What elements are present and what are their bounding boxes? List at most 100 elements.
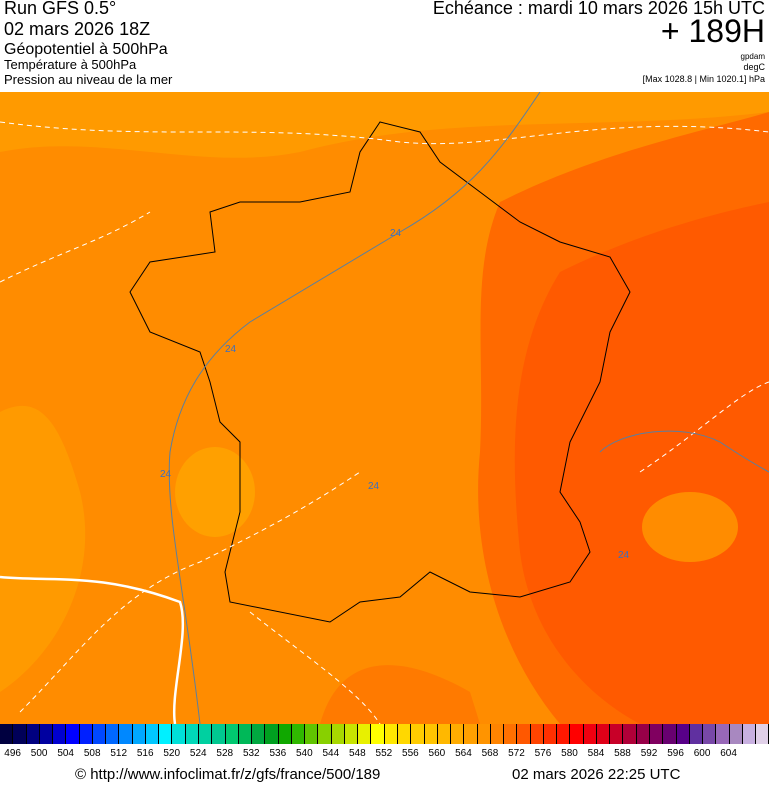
color-scale-cell — [265, 724, 279, 744]
west-field — [0, 405, 86, 692]
color-scale-cell — [79, 724, 93, 744]
color-scale-tick: 604 — [720, 748, 737, 759]
color-scale-cell — [344, 724, 359, 744]
color-scale-cell — [305, 724, 319, 744]
color-scale-cell — [663, 724, 677, 744]
color-scale-cell — [530, 724, 544, 744]
color-scale-cell — [132, 724, 146, 744]
run-date: 02 mars 2026 18Z — [4, 19, 151, 39]
color-scale-cell — [570, 724, 584, 744]
color-scale-cell — [716, 724, 730, 744]
color-scale-cell — [490, 724, 505, 744]
color-scale-cell — [225, 724, 239, 744]
color-scale-tick: 568 — [481, 748, 499, 759]
color-scale-cell — [650, 724, 664, 744]
color-scale-cell — [185, 724, 199, 744]
color-scale-tick: 580 — [561, 748, 578, 759]
source-url[interactable]: © http://www.infoclimat.fr/z/gfs/france/… — [75, 766, 381, 783]
color-scale-tick: 540 — [295, 748, 313, 759]
unit-gpdam: gpdam — [740, 52, 765, 61]
color-scale-cell — [610, 724, 624, 744]
forecast-offset: + 189H — [660, 13, 765, 49]
color-scale-cell — [371, 724, 385, 744]
color-scale-tick: 544 — [322, 748, 340, 759]
color-scale-cell — [384, 724, 398, 744]
color-scale-tick: 552 — [375, 748, 393, 759]
color-scale-tick: 496 — [4, 748, 21, 759]
layer-geopotential: Géopotentiel à 500hPa — [4, 41, 168, 58]
color-scale-tick: 572 — [508, 748, 525, 759]
color-scale-cell — [397, 724, 412, 744]
color-scale-tick: 532 — [242, 748, 260, 759]
color-scale-cell — [172, 724, 186, 744]
color-scale-cell — [278, 724, 292, 744]
color-scale-cell — [13, 724, 27, 744]
color-scale-tick: 600 — [693, 748, 711, 759]
color-scale-cell — [53, 724, 67, 744]
color-scale-cell — [424, 724, 438, 744]
color-scale-cell — [504, 724, 518, 744]
color-scale-cell — [145, 724, 160, 744]
color-scale-cell — [703, 724, 717, 744]
color-scale-cell — [596, 724, 611, 744]
color-scale-cell — [358, 724, 372, 744]
color-scale-cell — [636, 724, 651, 744]
color-scale-tick: 504 — [57, 748, 74, 759]
aquitaine-cool-patch — [175, 447, 255, 537]
color-scale-labels: 496 500 504 508 512 516 520 524 528 532 536 540 544 5… — [0, 748, 769, 762]
corsica-cool-patch — [642, 492, 738, 562]
color-scale-cell — [318, 724, 332, 744]
color-scale-tick: 500 — [30, 748, 48, 759]
layer-pressure: Pression au niveau de la mer — [4, 72, 173, 87]
color-scale-tick: 536 — [269, 748, 287, 759]
color-scale-cell — [238, 724, 253, 744]
color-scale-tick: 576 — [534, 748, 552, 759]
color-scale-cell — [106, 724, 120, 744]
north-field — [0, 92, 769, 158]
color-scale-cell — [39, 724, 54, 744]
color-scale-cell — [159, 724, 173, 744]
med-field — [320, 665, 480, 724]
color-scale-tick: 548 — [349, 748, 366, 759]
isoline-label: 24 — [368, 481, 380, 492]
color-scale-tick: 512 — [110, 748, 128, 759]
isoline-label: 24 — [160, 469, 172, 480]
color-scale-cell — [411, 724, 425, 744]
isoline-label: 24 — [390, 228, 402, 239]
color-scale-cell — [689, 724, 704, 744]
color-scale-cell — [477, 724, 491, 744]
isoline-label: 24 — [618, 550, 630, 561]
color-scale-cell — [119, 724, 133, 744]
run-title: Run GFS 0.5° — [4, 0, 117, 18]
color-scale-cell — [623, 724, 637, 744]
color-scale-tick: 556 — [402, 748, 419, 759]
color-scale-cell — [517, 724, 531, 744]
color-scale-tick: 588 — [614, 748, 631, 759]
east-warmer-field — [514, 202, 769, 724]
color-scale-cell — [0, 724, 14, 744]
color-scale-cell — [464, 724, 478, 744]
forecast-map: 24 24 24 24 24 — [0, 92, 769, 724]
color-scale-cell — [557, 724, 571, 744]
color-scale-cell — [451, 724, 465, 744]
color-scale-tick: 516 — [136, 748, 154, 759]
color-scale-cell — [291, 724, 306, 744]
color-scale-cell — [331, 724, 345, 744]
isobar-1020 — [0, 575, 185, 724]
color-scale-tick: 564 — [455, 748, 472, 759]
pressure-range: [Max 1028.8 | Min 1020.1] hPa — [642, 74, 765, 84]
color-scale-cell — [756, 724, 769, 744]
unit-degc: degC — [743, 62, 765, 72]
temperature-isolines — [0, 121, 769, 724]
color-scale-tick: 508 — [83, 748, 101, 759]
layer-temperature: Température à 500hPa — [4, 57, 137, 72]
color-scale-cell — [66, 724, 80, 744]
color-scale-cell — [92, 724, 107, 744]
color-scale-cell — [729, 724, 743, 744]
echeance: Echéance : mardi 10 mars 2026 15h UTC — [432, 0, 765, 18]
color-scale-cell — [543, 724, 558, 744]
color-scale-cell — [252, 724, 266, 744]
color-scale-tick: 528 — [216, 748, 234, 759]
color-scale-cell — [676, 724, 690, 744]
